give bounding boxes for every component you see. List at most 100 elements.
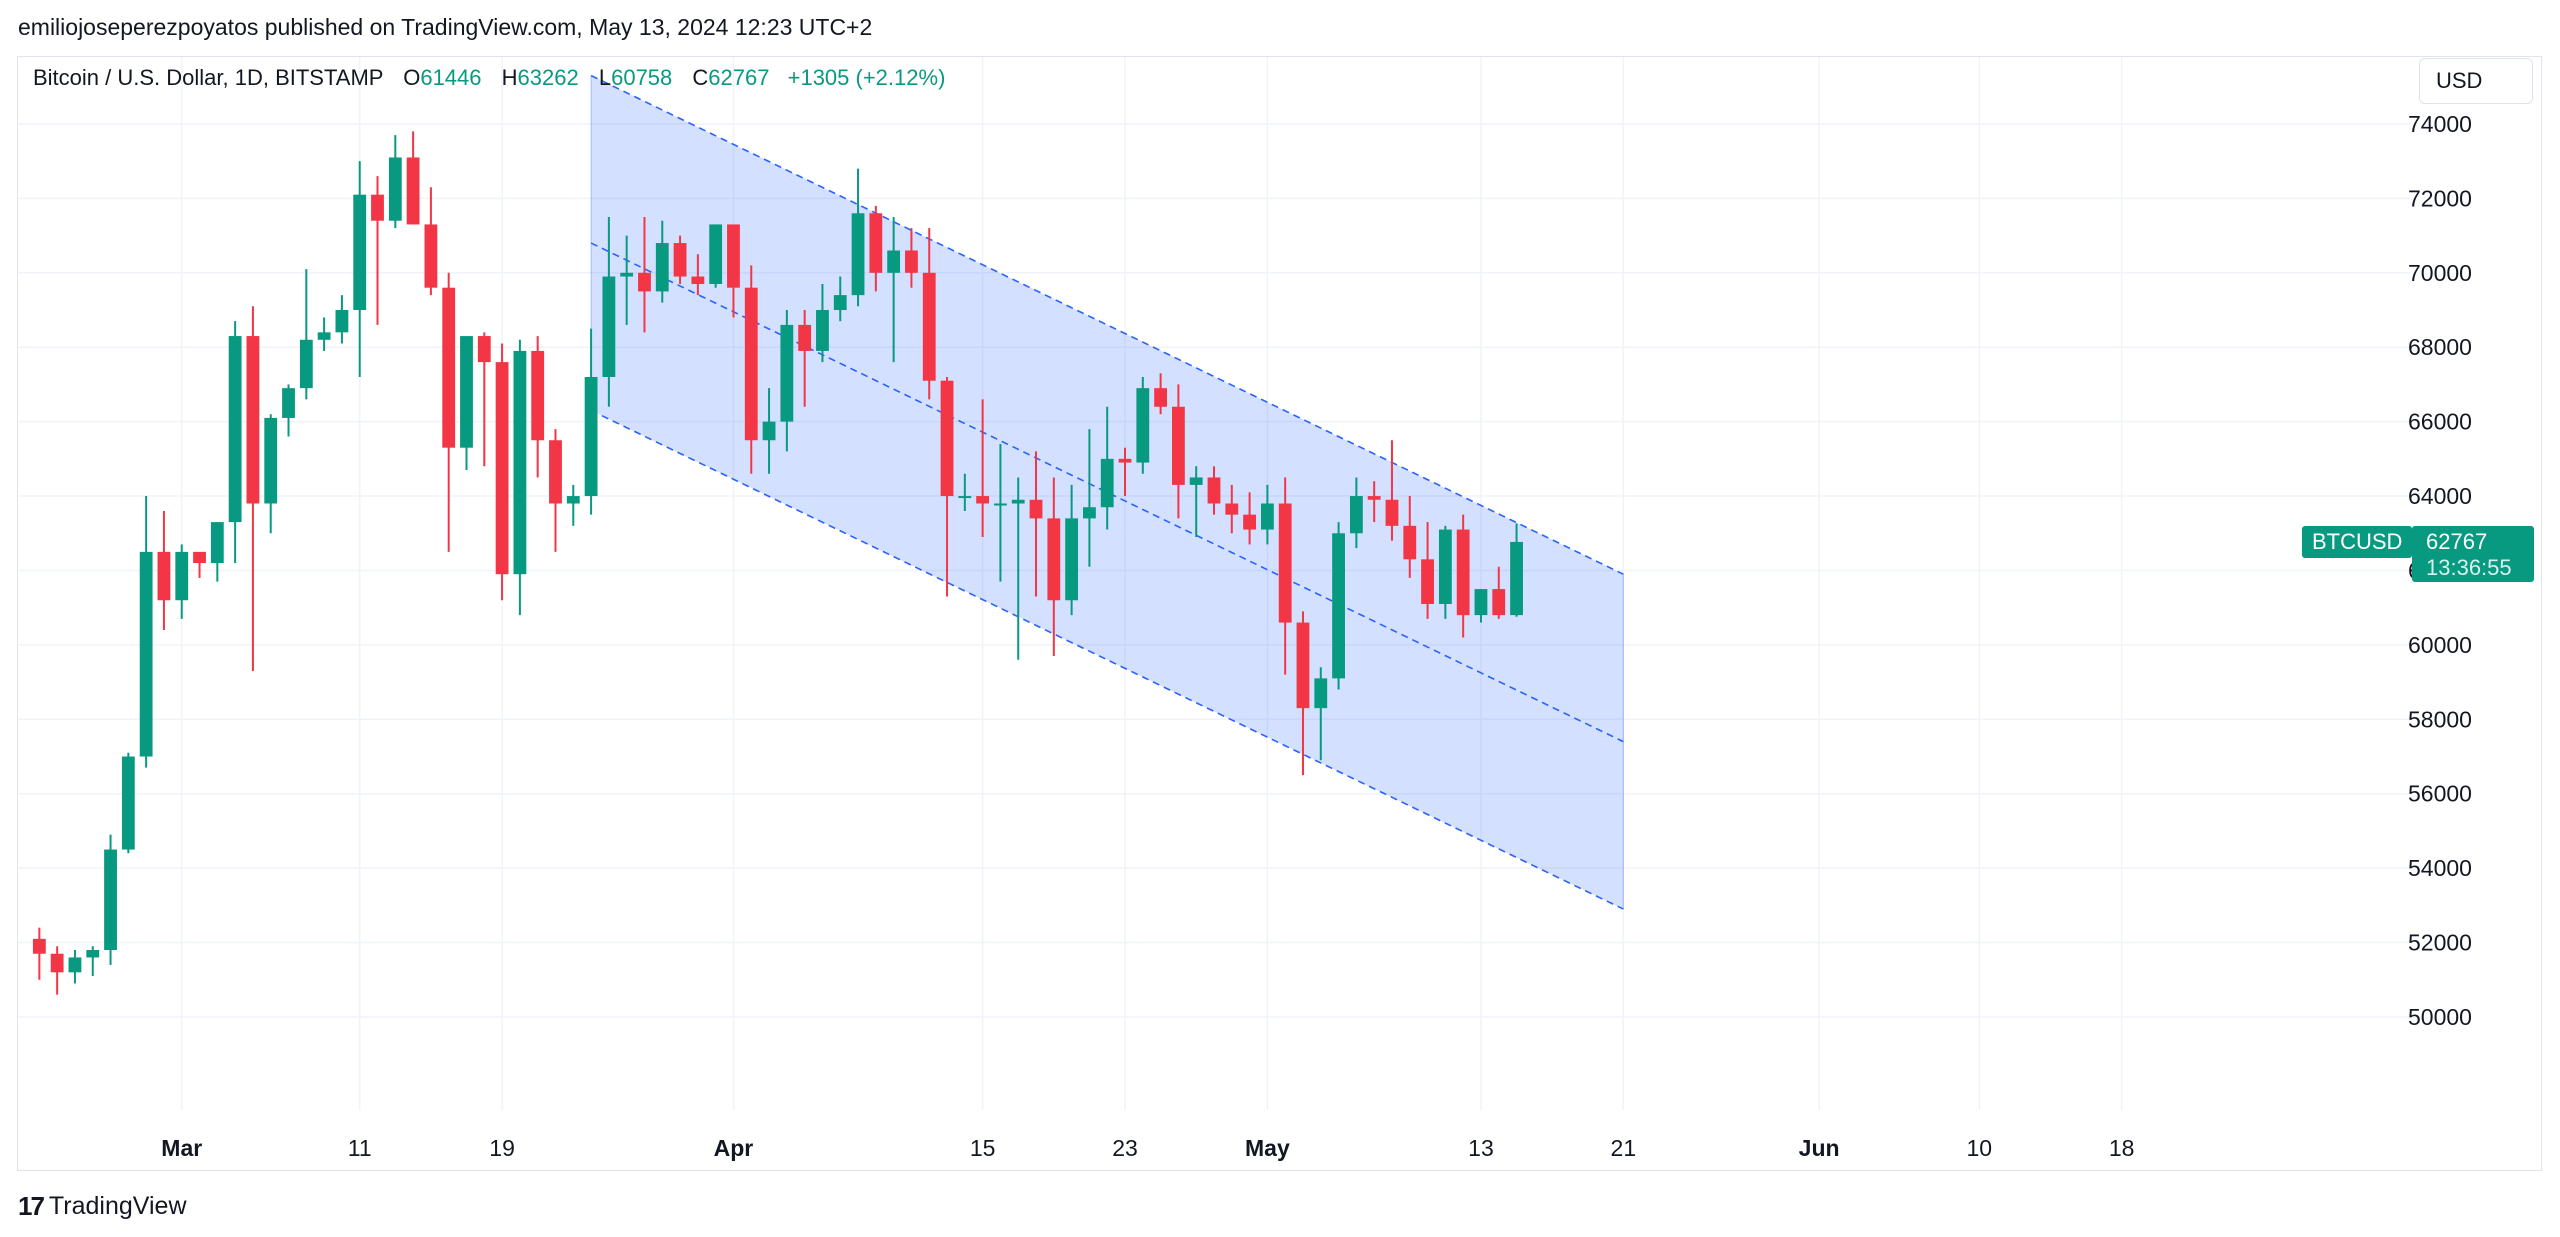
candle-body: [299, 339, 313, 389]
price-tick-label: 72000: [2408, 185, 2472, 211]
legend-close-value: 62767: [708, 65, 770, 90]
price-tick-label: 74000: [2408, 111, 2472, 137]
candle-body: [816, 310, 829, 351]
candle-body: [566, 496, 580, 504]
time-tick-label: May: [1245, 1135, 1290, 1161]
candle-body: [958, 496, 972, 499]
candle-body: [317, 332, 331, 340]
time-tick-label: Apr: [714, 1135, 754, 1161]
candle-body: [940, 380, 954, 497]
candle-body: [193, 551, 206, 564]
candle-body: [353, 194, 367, 311]
candle-body: [1278, 503, 1292, 623]
candle-body: [584, 376, 598, 497]
candle-body: [638, 272, 651, 292]
candle-body: [1154, 388, 1168, 407]
candle-body: [513, 350, 527, 575]
candle-body: [1243, 514, 1257, 530]
currency-button[interactable]: USD: [2419, 58, 2533, 104]
price-tick-label: 52000: [2408, 930, 2472, 956]
time-tick-label: Mar: [161, 1135, 202, 1161]
candle-body: [1029, 499, 1043, 519]
last-price-label: 62767 13:36:55: [2412, 525, 2534, 582]
candle-body: [655, 243, 669, 292]
candle-body: [976, 496, 990, 504]
candle-body: [780, 324, 794, 422]
time-tick-label: 13: [1468, 1135, 1494, 1161]
candle-body: [887, 250, 901, 273]
candle-body: [922, 272, 936, 381]
price-tick-label: 50000: [2408, 1004, 2472, 1030]
tradingview-logo[interactable]: 17 TradingView: [18, 1191, 187, 1222]
price-tick-label: 68000: [2408, 334, 2472, 360]
candle-body: [477, 336, 491, 363]
candle-body: [104, 849, 117, 951]
candle-body: [709, 224, 723, 284]
tradingview-logo-text: TradingView: [48, 1192, 187, 1220]
legend-high-label: H: [501, 65, 518, 90]
candle-body: [1189, 477, 1203, 485]
candle-body: [50, 953, 64, 973]
candle-body: [691, 276, 705, 284]
legend-low-value: 60758: [611, 65, 673, 90]
time-tick-label: Jun: [1799, 1135, 1840, 1161]
price-tick-label: 64000: [2408, 483, 2472, 509]
last-price-value: 62767: [2426, 528, 2488, 554]
price-axis: 7400072000700006800066000640006200060000…: [2408, 111, 2472, 1030]
candle-body: [1100, 458, 1114, 508]
time-tick-label: 18: [2109, 1135, 2135, 1161]
candle-body: [1349, 496, 1363, 534]
candle-body: [1118, 458, 1132, 463]
candle-body: [32, 938, 46, 954]
candle-body: [68, 957, 82, 973]
symbol-price-label: BTCUSD: [2302, 525, 2413, 558]
candle-body: [1260, 503, 1274, 530]
candle-body: [282, 388, 295, 418]
candle-body: [495, 362, 509, 575]
candle-body: [1332, 533, 1345, 679]
candle-body: [1011, 499, 1025, 504]
time-tick-label: 21: [1611, 1135, 1637, 1161]
candle-body: [1421, 559, 1434, 604]
candle-body: [1403, 525, 1417, 560]
candle-body: [1367, 496, 1381, 500]
candle-body: [1047, 518, 1061, 601]
tradingview-logo-icon: 17: [18, 1191, 45, 1221]
price-tick-label: 54000: [2408, 855, 2472, 881]
legend-open-value: 61446: [420, 65, 482, 90]
candle-body: [1438, 529, 1452, 604]
candle-body: [531, 350, 545, 441]
candle-body: [1474, 589, 1488, 616]
candle-body: [1083, 507, 1096, 519]
candle-body: [727, 224, 740, 288]
legend-open-label: O: [403, 65, 421, 90]
bar-countdown: 13:36:55: [2426, 554, 2512, 580]
candle-body: [851, 213, 865, 296]
price-tick-label: 66000: [2408, 409, 2472, 435]
candle-body: [869, 213, 883, 273]
candle-body: [442, 287, 456, 448]
candle-body: [1510, 541, 1523, 616]
candle-body: [620, 272, 634, 277]
candle-body: [905, 250, 918, 273]
publisher-line: emiliojoseperezpoyatos published on Trad…: [18, 14, 873, 40]
candle-body: [1314, 678, 1328, 709]
candle-body: [388, 157, 402, 221]
grid: [18, 57, 2410, 1110]
price-tick-label: 58000: [2408, 706, 2472, 732]
candle-body: [157, 551, 171, 601]
candle-body: [1065, 518, 1079, 601]
legend-high-value: 63262: [517, 65, 579, 90]
candle-body: [228, 336, 242, 523]
candle-body: [121, 756, 135, 850]
legend-symbol[interactable]: Bitcoin / U.S. Dollar, 1D, BITSTAMP: [33, 65, 384, 90]
candle-body: [86, 950, 100, 958]
time-tick-label: 23: [1112, 1135, 1138, 1161]
price-tick-label: 70000: [2408, 260, 2472, 286]
candle-body: [424, 224, 438, 288]
candle-body: [1456, 529, 1470, 616]
candle-body: [1171, 406, 1185, 485]
candle-body: [602, 276, 616, 377]
candle-body: [549, 440, 562, 504]
